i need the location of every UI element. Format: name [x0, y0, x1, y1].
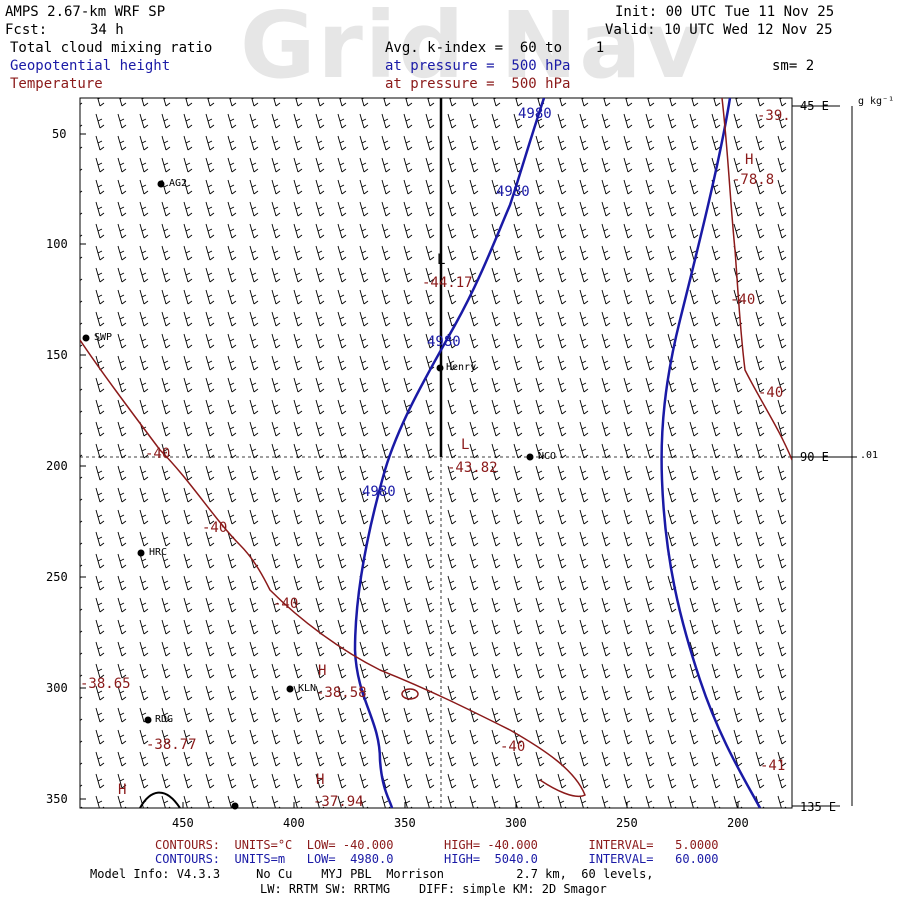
temperature-label: -40	[500, 739, 526, 755]
model-title: AMPS 2.67-km WRF SP	[5, 4, 166, 20]
height-label: 4980	[496, 184, 530, 200]
pressure-height-label: at pressure = 500 hPa	[385, 58, 571, 74]
temperature-label: -40	[273, 596, 299, 612]
station-markers	[82, 180, 534, 810]
plot-frame	[79, 97, 793, 809]
extremum-value: -43.82	[447, 460, 498, 476]
footer-model-info: Model Info: V4.3.3 No Cu MYJ PBL Morriso…	[90, 867, 654, 881]
height-label: 4980	[518, 106, 552, 122]
valid-time: Valid: 10 UTC Wed 12 Nov 25	[605, 22, 833, 38]
x-tick-label: 200	[727, 816, 749, 830]
temperature-contour-east	[721, 98, 792, 461]
station-dot-henry	[436, 364, 444, 372]
temperature-label: -39.	[757, 108, 791, 124]
height-label: 4980	[362, 484, 396, 500]
extremum-value: -37.94	[313, 794, 364, 810]
smoothing-label: sm= 2	[772, 58, 815, 74]
temperature-label: -40	[145, 446, 171, 462]
extremum-value: -78.8	[732, 172, 775, 188]
temperature-label: -40	[730, 292, 756, 308]
station-label-swp: SWP	[94, 332, 113, 343]
y-tick-label: 100	[46, 237, 68, 251]
extremum-value: -38.58	[316, 685, 367, 701]
temperature-closed-contour	[401, 688, 419, 700]
height-contour-east	[660, 98, 762, 808]
station-label-nco: NCO	[538, 451, 557, 462]
k-index-label: Avg. k-index = 60 to 1	[385, 40, 605, 56]
station-label-ag2: AG2	[169, 178, 188, 189]
colorbar-tick-label: .01	[860, 450, 879, 461]
station-dot-nco	[526, 453, 534, 461]
footer-height-contours: CONTOURS: UNITS=m LOW= 4980.0 HIGH= 5040…	[155, 852, 719, 866]
station-label-henry: Henry	[446, 362, 477, 373]
x-tick-label: 300	[505, 816, 527, 830]
station-dot-rdg	[144, 716, 152, 724]
station-label-hrc: HRC	[149, 547, 168, 558]
high-marker: H	[118, 782, 127, 798]
x-tick-label: 250	[616, 816, 638, 830]
footer-temperature-contours: CONTOURS: UNITS=°C LOW= -40.000 HIGH= -4…	[155, 838, 719, 852]
init-time: Init: 00 UTC Tue 11 Nov 25	[615, 4, 835, 20]
station-dot-kln	[286, 685, 294, 693]
extremum-value: -38.65	[80, 676, 131, 692]
wind-barb-field	[80, 98, 792, 808]
field-shaded-label: Total cloud mixing ratio	[10, 40, 213, 56]
station-dot-hrc	[137, 549, 145, 557]
temperature-label: -40	[758, 385, 784, 401]
x-tick-label: 450	[172, 816, 194, 830]
right-label-45e: 45 E	[800, 99, 829, 113]
colorbar-units: g kg⁻¹	[858, 96, 895, 107]
extremum-value: -38.77	[146, 737, 197, 753]
x-tick-label: 400	[283, 816, 305, 830]
low-marker: L	[461, 437, 470, 453]
y-tick-label: 50	[52, 127, 67, 141]
high-marker: H	[745, 152, 754, 168]
y-axis-ticks	[80, 133, 86, 800]
height-label: 4980	[427, 334, 461, 350]
temperature-contour-40	[80, 339, 586, 797]
field-temperature-label: Temperature	[10, 76, 103, 92]
field-height-label: Geopotential height	[10, 58, 171, 74]
high-marker: H	[318, 663, 327, 679]
y-tick-label: 150	[46, 348, 68, 362]
station-dot-south	[231, 802, 239, 810]
cloud-contour	[139, 791, 181, 808]
right-label-135e: 135 E	[800, 800, 837, 814]
height-contour-west	[353, 98, 546, 808]
temperature-label: -41	[760, 758, 786, 774]
high-marker: H	[316, 772, 325, 788]
y-tick-label: 200	[46, 459, 68, 473]
pressure-temperature-label: at pressure = 500 hPa	[385, 76, 571, 92]
station-dot-swp	[82, 334, 90, 342]
x-tick-label: 350	[394, 816, 416, 830]
y-tick-label: 300	[46, 681, 68, 695]
station-dot-ag2	[157, 180, 165, 188]
right-label-90e: 90 E	[800, 450, 829, 464]
fcst-label: Fcst:	[5, 22, 48, 38]
footer-physics: LW: RRTM SW: RRTMG DIFF: simple KM: 2D S…	[260, 882, 607, 896]
x-axis-ticks	[182, 802, 739, 808]
extremum-value: -44.17	[422, 275, 473, 291]
low-marker: L	[437, 252, 446, 268]
station-label-kln: KLN	[298, 683, 317, 694]
temperature-label: -40	[202, 520, 228, 536]
y-tick-label: 350	[46, 792, 68, 806]
station-label-rdg: RDG	[155, 714, 174, 725]
y-tick-label: 250	[46, 570, 68, 584]
fcst-value: 34 h	[90, 22, 124, 38]
gridnav-watermark: Grid Nav	[240, 0, 706, 99]
